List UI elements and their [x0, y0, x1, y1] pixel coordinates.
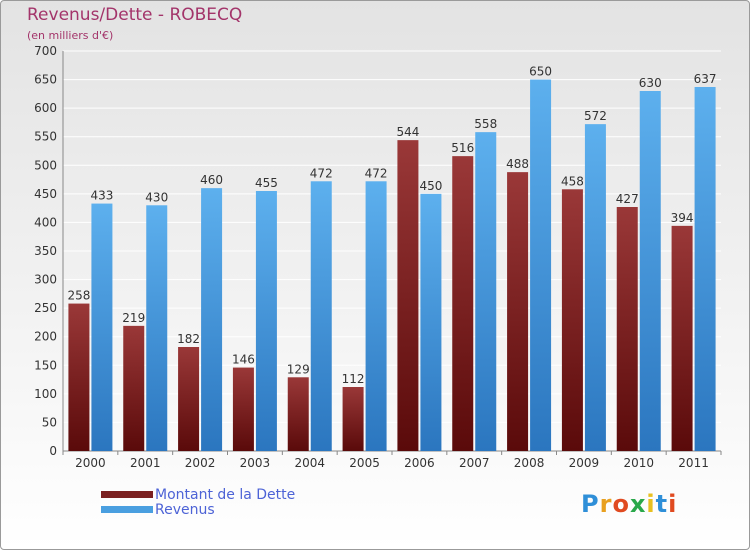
x-tick-label: 2003	[240, 456, 271, 470]
data-label-dette: 394	[671, 211, 694, 225]
bar-dette	[397, 140, 419, 451]
bar-dette	[287, 377, 309, 451]
data-label-revenus: 650	[529, 65, 552, 79]
data-label-revenus: 472	[365, 166, 388, 180]
y-tick-label: 300	[34, 273, 57, 287]
data-label-dette: 219	[122, 311, 145, 325]
bar-dette	[561, 189, 583, 452]
bar-dette	[671, 225, 693, 451]
data-label-revenus: 572	[584, 109, 607, 123]
bar-dette	[68, 303, 90, 451]
y-tick-label: 450	[34, 187, 57, 201]
x-tick-label: 2001	[130, 456, 161, 470]
y-tick-label: 200	[34, 330, 57, 344]
y-tick-label: 700	[34, 44, 57, 58]
data-label-dette: 544	[396, 125, 419, 139]
bar-dette	[342, 387, 364, 451]
logo-letter: i	[668, 490, 678, 518]
bar-revenus	[310, 181, 332, 452]
x-tick-label: 2009	[569, 456, 600, 470]
legend-label-revenus: Revenus	[155, 501, 215, 518]
y-tick-label: 350	[34, 244, 57, 258]
legend-label-dette: Montant de la Dette	[155, 486, 296, 503]
legend: Montant de la Dette Revenus	[101, 486, 296, 518]
x-tick-label: 2010	[623, 456, 654, 470]
x-tick-label: 2006	[404, 456, 435, 470]
legend-swatch-revenus	[101, 506, 153, 513]
bar-dette	[616, 207, 638, 451]
chart-title: Revenus/Dette - ROBECQ	[27, 5, 243, 25]
legend-item-revenus: Revenus	[101, 501, 295, 518]
bar-dette	[452, 156, 474, 451]
data-label-revenus: 455	[255, 176, 278, 190]
logo-letter: P	[581, 490, 600, 518]
data-label-dette: 129	[287, 362, 310, 376]
bar-dette	[232, 367, 254, 451]
bar-dette	[123, 325, 145, 451]
y-tick-label: 50	[42, 415, 57, 429]
y-tick-label: 550	[34, 130, 57, 144]
y-tick-label: 250	[34, 301, 57, 315]
bar-revenus	[694, 87, 716, 451]
data-label-dette: 516	[451, 141, 474, 155]
data-label-revenus: 637	[694, 72, 717, 86]
data-label-revenus: 430	[145, 190, 168, 204]
bar-revenus	[584, 124, 606, 452]
logo-letter: r	[599, 490, 613, 518]
bar-revenus	[475, 132, 497, 451]
data-label-revenus: 460	[200, 173, 223, 187]
bar-revenus	[639, 91, 661, 451]
data-label-revenus: 433	[90, 189, 113, 203]
legend-swatch-dette	[101, 491, 153, 498]
data-label-dette: 146	[232, 353, 255, 367]
data-label-revenus: 558	[474, 117, 497, 131]
data-label-dette: 458	[561, 174, 584, 188]
data-label-revenus: 472	[310, 166, 333, 180]
bar-revenus	[201, 188, 223, 451]
bar-dette	[507, 172, 529, 451]
bar-revenus	[530, 79, 552, 452]
data-label-dette: 427	[616, 192, 639, 206]
x-tick-label: 2005	[349, 456, 380, 470]
bar-revenus	[420, 193, 442, 451]
legend-item-dette: Montant de la Dette	[101, 486, 296, 503]
x-tick-label: 2002	[185, 456, 216, 470]
logo-letter: o	[612, 490, 630, 518]
y-tick-label: 650	[34, 73, 57, 87]
y-tick-label: 100	[34, 387, 57, 401]
data-label-dette: 258	[67, 289, 90, 303]
data-label-dette: 488	[506, 157, 529, 171]
proxiti-logo: Proxiti	[581, 490, 677, 518]
bar-revenus	[91, 203, 113, 451]
y-tick-label: 0	[49, 444, 57, 458]
y-tick-label: 400	[34, 215, 57, 229]
x-tick-label: 2004	[294, 456, 325, 470]
bar-revenus	[255, 191, 277, 451]
logo-letter: x	[629, 490, 647, 518]
chart-subtitle: (en milliers d'€)	[27, 29, 114, 42]
data-label-dette: 182	[177, 332, 200, 346]
data-label-revenus: 630	[639, 76, 662, 90]
bar-revenus	[365, 181, 387, 452]
bar-revenus	[146, 205, 168, 451]
x-tick-label: 2011	[678, 456, 709, 470]
x-tick-label: 2000	[75, 456, 106, 470]
x-tick-label: 2007	[459, 456, 490, 470]
logo-letter: i	[646, 490, 656, 518]
data-label-dette: 112	[342, 372, 365, 386]
y-tick-label: 500	[34, 158, 57, 172]
y-tick-label: 150	[34, 358, 57, 372]
y-tick-label: 600	[34, 101, 57, 115]
logo-letter: t	[655, 490, 669, 518]
data-label-revenus: 450	[419, 179, 442, 193]
x-tick-label: 2008	[514, 456, 545, 470]
bar-dette	[178, 347, 200, 451]
